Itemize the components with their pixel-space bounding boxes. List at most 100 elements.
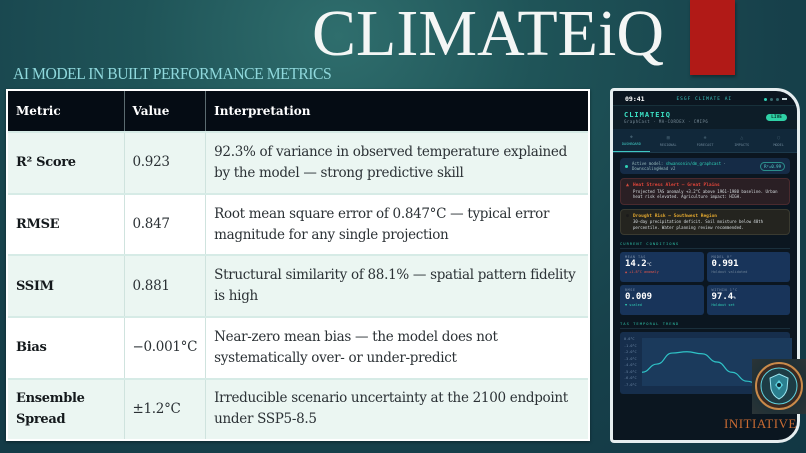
table-row: Ensemble Spread ±1.2°C Irreducible scena… bbox=[8, 377, 588, 439]
table-row: R² Score 0.923 92.3% of variance in obse… bbox=[8, 131, 588, 194]
warning-icon: ▲ bbox=[626, 182, 630, 188]
header-value: Value bbox=[124, 91, 207, 132]
app-name: CLIMATEIQ bbox=[624, 111, 671, 119]
tab-impacts[interactable]: △ IMPACTS bbox=[723, 129, 760, 152]
slide-title: CLIMATEiQ bbox=[312, 0, 664, 70]
table-header-row: Metric Value Interpretation bbox=[8, 91, 588, 132]
status-time: 09:41 bbox=[625, 95, 645, 103]
tab-dashboard[interactable]: ◆ DASHBOARD bbox=[613, 129, 650, 152]
header-metric: Metric bbox=[8, 91, 125, 132]
phone-mockup: 09:41 ESGF CLIMATE AI CLIMATEIQ GraphCas… bbox=[610, 88, 800, 443]
slide-subtitle: AI MODEL IN BUILT PERFORMANCE METRICS bbox=[13, 64, 332, 83]
metric-cell: R² Score bbox=[8, 131, 125, 194]
condition-card-within-1c: WITHIN 1°C 97.4% Holdout set bbox=[706, 285, 790, 315]
condition-unit: °C bbox=[646, 262, 652, 267]
interpretation-cell: Structural similarity of 88.1% — spatial… bbox=[205, 254, 588, 318]
value-cell: −0.001°C bbox=[124, 316, 207, 379]
accent-bar bbox=[690, 0, 735, 75]
metric-cell: RMSE bbox=[8, 192, 125, 256]
status-brand: ESGF CLIMATE AI bbox=[676, 96, 733, 102]
condition-card-rmse: RMSE 0.009 ▼ scaled bbox=[620, 285, 704, 315]
y-tick: -7.0°C bbox=[624, 382, 637, 387]
app-tabs: ◆ DASHBOARD ▦ REGIONAL ✺ FORECAST △ IMPACTS … bbox=[613, 129, 797, 153]
tab-label: IMPACTS bbox=[734, 142, 750, 147]
metric-cell: Ensemble Spread bbox=[8, 377, 125, 439]
condition-card-mean-tas: MEAN TAS 14.2°C ▲ +1.8°C anomaly bbox=[620, 252, 704, 282]
tab-label: REGIONAL bbox=[659, 142, 677, 147]
model-suffix: · DownscalingHead v2 bbox=[632, 161, 726, 171]
wifi-icon bbox=[770, 97, 773, 101]
condition-label: MEAN TAS bbox=[625, 255, 646, 259]
tab-label: DASHBOARD bbox=[621, 142, 641, 146]
table-row: Bias −0.001°C Near-zero mean bias — the … bbox=[8, 316, 588, 379]
y-tick: -4.0°C bbox=[624, 363, 637, 367]
y-tick: -3.0°C bbox=[624, 356, 637, 361]
tab-regional[interactable]: ▦ REGIONAL bbox=[650, 129, 687, 152]
drought-alert-card[interactable]: ● Drought Risk — Southwest Region 30-day… bbox=[620, 208, 790, 235]
heat-alert-card[interactable]: ▲ Heat Stress Alert — Great Plains Proje… bbox=[620, 178, 790, 205]
app-subtitle: GraphCast · MA-CORDEX · CMIP6 bbox=[624, 119, 709, 124]
y-tick: 0.0°C bbox=[624, 337, 635, 341]
alert-body: Projected TAS anomaly +3.2°C above 1961-… bbox=[633, 188, 778, 200]
interpretation-cell: Near-zero mean bias — the model does not… bbox=[205, 316, 588, 379]
signal-icon bbox=[764, 97, 767, 101]
dot-icon bbox=[776, 97, 779, 101]
drought-icon: ● bbox=[626, 212, 630, 219]
metric-cell: Bias bbox=[8, 316, 125, 379]
interpretation-cell: Root mean square error of 0.847°C — typi… bbox=[205, 192, 588, 256]
table-row: RMSE 0.847 Root mean square error of 0.8… bbox=[8, 192, 588, 256]
conditions-grid: MEAN TAS 14.2°C ▲ +1.8°C anomaly MODEL R… bbox=[620, 252, 790, 315]
condition-card-model-r2: MODEL R² 0.991 Holdout validated bbox=[706, 252, 790, 282]
tab-forecast[interactable]: ✺ FORECAST bbox=[687, 129, 724, 152]
header-interpretation: Interpretation bbox=[205, 91, 588, 132]
status-indicators bbox=[764, 97, 787, 101]
value-cell: ±1.2°C bbox=[124, 377, 207, 439]
status-dot-icon bbox=[625, 164, 628, 168]
dashboard-icon: ◆ bbox=[629, 134, 633, 140]
metrics-table: Metric Value Interpretation R² Score 0.9… bbox=[6, 89, 590, 441]
model-prefix: Active model: bbox=[632, 161, 664, 166]
condition-unit: % bbox=[733, 295, 736, 300]
interpretation-cell: Irreducible scenario uncertainty at the … bbox=[205, 377, 588, 439]
condition-value: 14.2 bbox=[625, 259, 647, 269]
initiative-label: INITIATIVE bbox=[724, 416, 797, 431]
alert-body: 30-day precipitation deficit. Soil moist… bbox=[633, 219, 764, 230]
battery-icon bbox=[782, 98, 787, 100]
interpretation-cell: 92.3% of variance in observed temperatur… bbox=[205, 131, 588, 194]
model-score-pill: R²=0.99 bbox=[760, 161, 785, 171]
condition-label: WITHIN 1°C bbox=[711, 288, 738, 292]
shield-icon bbox=[755, 362, 803, 410]
metric-cell: SSIM bbox=[8, 254, 125, 318]
triangle-icon: △ bbox=[740, 134, 744, 141]
circle-icon: ○ bbox=[777, 134, 781, 141]
condition-note: ▲ +1.8°C anomaly bbox=[625, 270, 659, 274]
condition-label: RMSE bbox=[625, 288, 636, 292]
app-header: CLIMATEIQ GraphCast · MA-CORDEX · CMIP6 … bbox=[613, 105, 797, 129]
alert-title: Drought Risk — Southwest Region bbox=[633, 213, 718, 219]
condition-value: 0.991 bbox=[711, 259, 739, 269]
trend-title: TAS TEMPORAL TREND bbox=[620, 321, 790, 329]
y-tick: -2.0°C bbox=[624, 350, 637, 354]
table-row: SSIM 0.881 Structural similarity of 88.1… bbox=[8, 254, 588, 318]
y-tick: -1.0°C bbox=[624, 343, 637, 348]
academy-badge-logo bbox=[752, 359, 806, 414]
chart-y-axis: 0.0°C -1.0°C -2.0°C -3.0°C -4.0°C -5.0°C… bbox=[624, 336, 637, 388]
tab-label: FORECAST bbox=[696, 142, 714, 147]
value-cell: 0.881 bbox=[124, 254, 207, 318]
tab-label: MODEL bbox=[773, 142, 784, 147]
value-cell: 0.847 bbox=[124, 192, 207, 256]
sun-icon: ✺ bbox=[703, 134, 707, 141]
condition-note: Holdout validated bbox=[711, 270, 748, 274]
condition-note: Holdout set bbox=[711, 303, 735, 307]
value-cell: 0.923 bbox=[124, 131, 207, 194]
tab-model[interactable]: ○ MODEL bbox=[760, 129, 797, 152]
y-tick: -5.0°C bbox=[624, 369, 637, 374]
y-tick: -6.0°C bbox=[624, 376, 637, 380]
current-conditions-title: CURRENT CONDITIONS bbox=[620, 241, 790, 249]
alert-title: Heat Stress Alert — Great Plains bbox=[633, 183, 720, 188]
condition-value: 97.4 bbox=[711, 292, 734, 302]
condition-value: 0.009 bbox=[625, 292, 653, 302]
condition-label: MODEL R² bbox=[711, 255, 733, 259]
model-name: shwansonin/dm_graphcast bbox=[665, 161, 722, 166]
condition-note: ▼ scaled bbox=[625, 303, 642, 307]
